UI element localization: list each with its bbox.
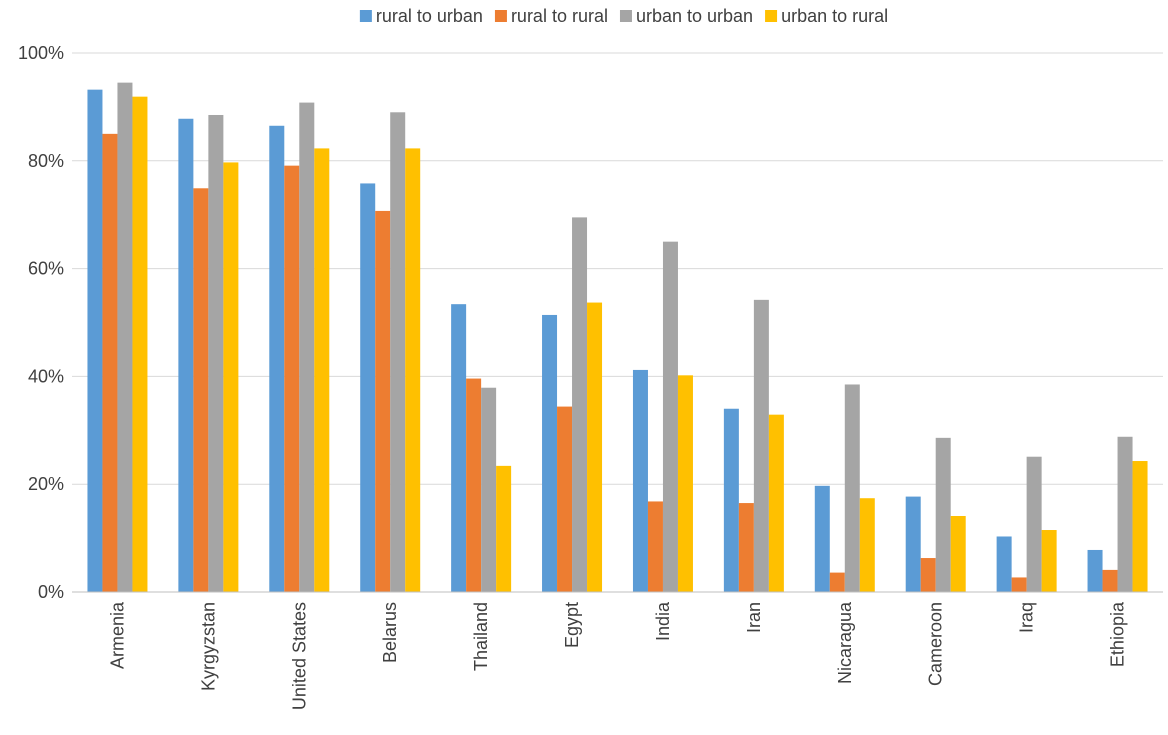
y-tick-label: 100% xyxy=(18,43,64,63)
legend-swatch xyxy=(765,10,778,22)
bars xyxy=(87,82,1148,593)
bar-rural-to-rural-cameroon xyxy=(920,558,936,592)
bar-urban-to-urban-iraq xyxy=(1026,456,1042,592)
bar-urban-to-urban-iran xyxy=(753,299,769,592)
bar-urban-to-rural-nicaragua xyxy=(859,498,875,592)
x-tick-label: Iran xyxy=(744,602,764,633)
bar-rural-to-urban-kyrgyzstan xyxy=(178,118,194,593)
bar-rural-to-urban-ethiopia xyxy=(1087,549,1103,592)
bar-urban-to-urban-kyrgyzstan xyxy=(208,114,224,593)
legend-label: urban to urban xyxy=(636,6,753,26)
bar-rural-to-rural-iraq xyxy=(1011,577,1027,592)
bar-rural-to-rural-armenia xyxy=(102,133,118,592)
x-axis-labels: Armenia Kyrgyzstan United States Belarus Tha… xyxy=(107,601,1127,710)
x-tick-label: Ethiopia xyxy=(1108,601,1128,667)
bar-rural-to-rural-united-states xyxy=(284,165,300,592)
legend-swatch xyxy=(494,10,507,22)
bar-urban-to-urban-egypt xyxy=(572,217,588,592)
bar-rural-to-rural-egypt xyxy=(557,406,573,592)
legend-swatch xyxy=(619,10,632,22)
bar-rural-to-urban-armenia xyxy=(87,89,103,592)
x-tick-label: Belarus xyxy=(380,602,400,663)
bar-rural-to-rural-india xyxy=(647,501,663,592)
x-tick-label: Egypt xyxy=(562,602,582,648)
legend-label: urban to rural xyxy=(781,6,888,26)
bar-urban-to-urban-united-states xyxy=(299,102,315,592)
bar-urban-to-urban-india xyxy=(662,241,678,592)
legend-item: rural to rural xyxy=(494,6,608,26)
bar-urban-to-urban-nicaragua xyxy=(844,384,860,592)
bar-rural-to-urban-cameroon xyxy=(905,496,921,592)
bar-urban-to-rural-belarus xyxy=(405,148,421,592)
gridlines xyxy=(72,52,1163,485)
bar-rural-to-rural-thailand xyxy=(466,378,482,592)
legend-item: rural to urban xyxy=(359,6,483,26)
bar-rural-to-urban-united-states xyxy=(269,125,285,592)
x-tick-label: United States xyxy=(289,602,309,710)
bar-rural-to-rural-kyrgyzstan xyxy=(193,188,209,592)
bar-urban-to-rural-kyrgyzstan xyxy=(223,162,239,593)
bar-rural-to-urban-belarus xyxy=(360,183,376,593)
y-tick-label: 0% xyxy=(38,582,64,602)
bar-rural-to-rural-iran xyxy=(738,503,754,592)
y-tick-label: 80% xyxy=(28,151,64,171)
bar-urban-to-rural-india xyxy=(677,375,693,592)
bar-urban-to-rural-ethiopia xyxy=(1132,461,1148,592)
x-tick-label: Kyrgyzstan xyxy=(198,602,218,691)
bar-urban-to-urban-belarus xyxy=(390,112,406,592)
x-tick-label: Iraq xyxy=(1017,602,1037,633)
legend: rural to urban rural to rural urban to urb… xyxy=(359,6,888,26)
bar-urban-to-rural-egypt xyxy=(587,302,603,592)
bar-urban-to-urban-cameroon xyxy=(935,437,951,592)
y-tick-label: 60% xyxy=(28,259,64,279)
bar-rural-to-rural-nicaragua xyxy=(829,572,845,592)
legend-label: rural to rural xyxy=(511,6,608,26)
bar-rural-to-urban-nicaragua xyxy=(814,485,830,592)
bar-rural-to-urban-india xyxy=(632,369,648,592)
x-tick-label: India xyxy=(653,601,673,641)
bar-urban-to-urban-ethiopia xyxy=(1117,436,1133,592)
x-tick-label: Cameroon xyxy=(926,602,946,686)
bar-rural-to-rural-belarus xyxy=(375,210,391,592)
legend-label: rural to urban xyxy=(376,6,483,26)
legend-item: urban to urban xyxy=(619,6,753,26)
bar-rural-to-rural-ethiopia xyxy=(1102,569,1118,592)
bar-urban-to-urban-armenia xyxy=(117,82,133,593)
legend-swatch xyxy=(359,10,372,22)
x-tick-label: Nicaragua xyxy=(835,601,855,684)
bar-rural-to-urban-iraq xyxy=(996,536,1012,592)
y-axis-ticks: 0% 20% 40% 60% 80% 100% xyxy=(18,43,64,602)
bar-urban-to-rural-iraq xyxy=(1041,530,1057,592)
bar-rural-to-urban-thailand xyxy=(451,304,467,592)
y-tick-label: 20% xyxy=(28,474,64,494)
x-tick-label: Thailand xyxy=(471,602,491,671)
bar-urban-to-rural-iran xyxy=(768,414,784,592)
y-tick-label: 40% xyxy=(28,366,64,386)
bar-urban-to-rural-united-states xyxy=(314,148,330,592)
bar-urban-to-rural-thailand xyxy=(496,465,512,592)
x-tick-label: Armenia xyxy=(107,601,127,669)
bar-rural-to-urban-iran xyxy=(723,408,739,592)
bar-urban-to-urban-thailand xyxy=(481,387,497,592)
bar-urban-to-rural-armenia xyxy=(132,96,148,592)
bar-urban-to-rural-cameroon xyxy=(950,516,966,592)
bar-rural-to-urban-egypt xyxy=(542,314,558,592)
legend-item: urban to rural xyxy=(765,6,888,26)
